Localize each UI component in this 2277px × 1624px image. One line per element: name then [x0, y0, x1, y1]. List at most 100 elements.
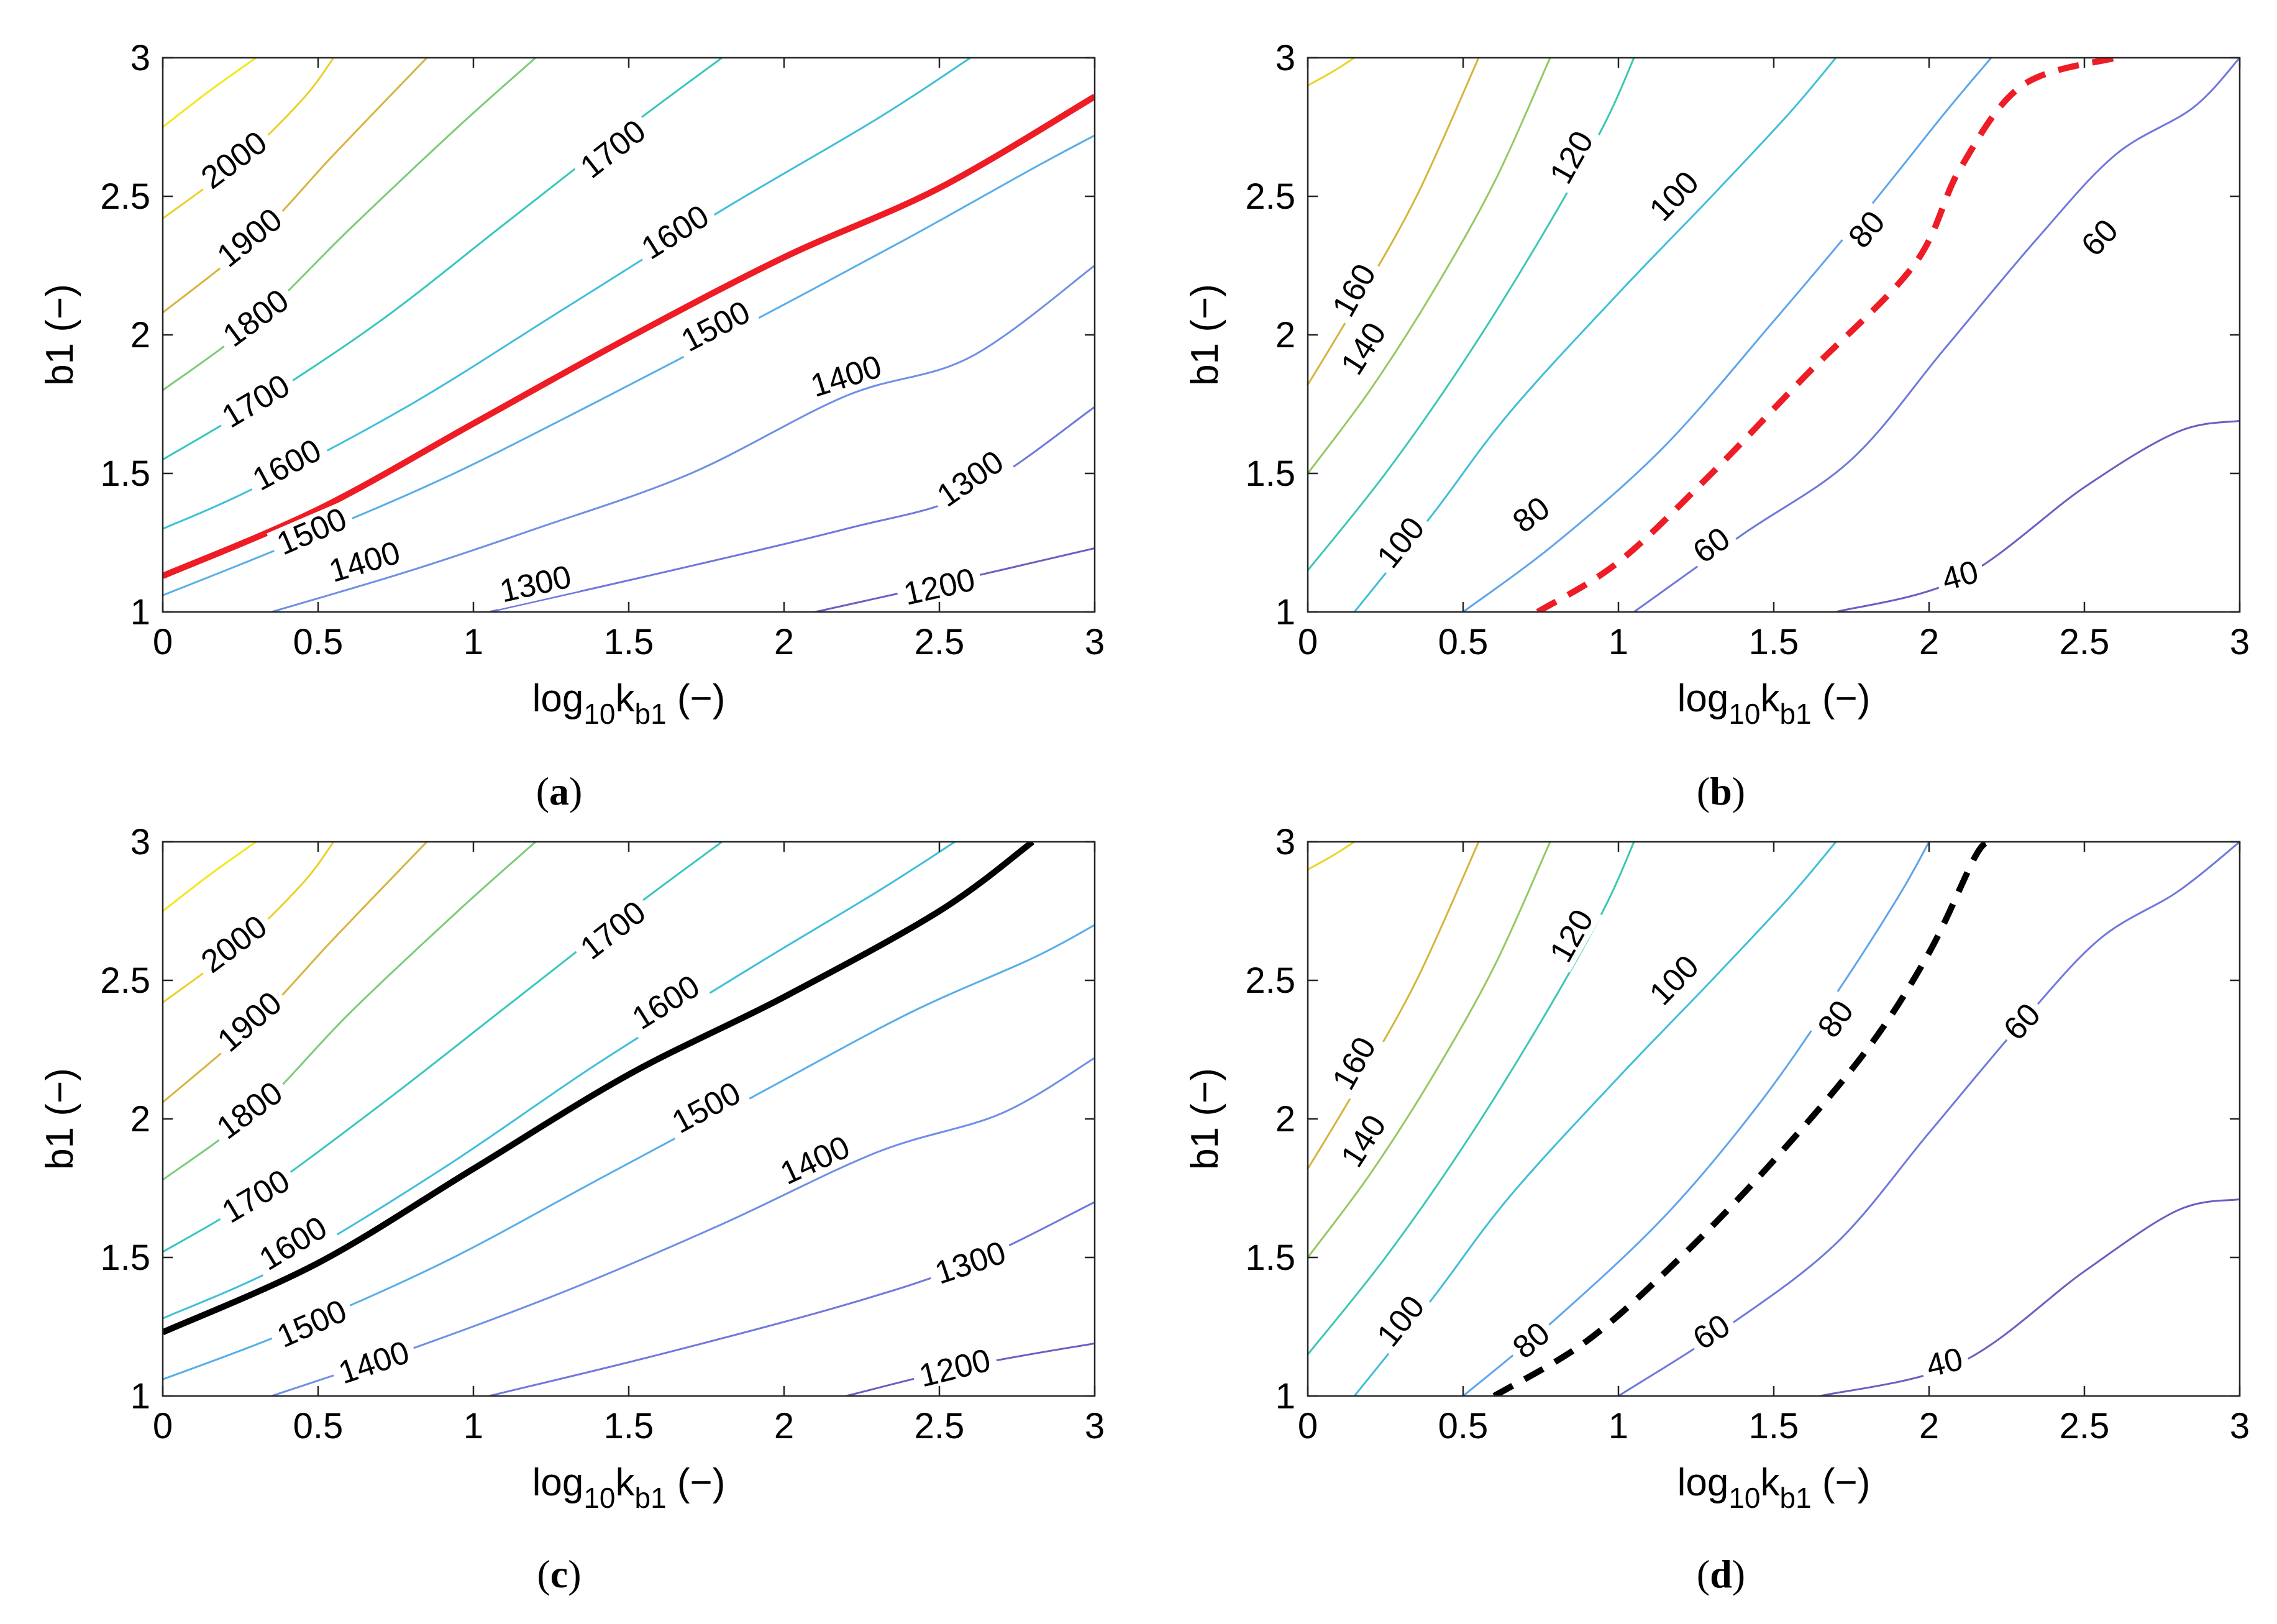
x-tick-label: 0.5 — [293, 622, 344, 662]
y-tick-label: 2.5 — [100, 176, 150, 217]
x-tick-label: 2.5 — [2060, 1406, 2110, 1446]
x-axis-label-unit: (−) — [667, 677, 726, 720]
contour-line-160 — [1308, 58, 1480, 386]
contour-label-bg — [319, 534, 410, 590]
contour-label-group: 40 — [1933, 554, 1987, 598]
contour-label-bg — [1994, 993, 2050, 1051]
y-tick-label: 2.5 — [1245, 176, 1295, 217]
x-tick-label: 0 — [1298, 1406, 1318, 1446]
contour-label-bg — [1367, 506, 1435, 579]
contour-label-bg — [1640, 945, 1709, 1016]
panel-caption: (b) — [1697, 769, 1745, 813]
contour-label-bg — [1809, 990, 1863, 1048]
y-tick-label: 3 — [1275, 38, 1295, 78]
contour-label-bg — [329, 1334, 419, 1392]
plot-area — [1308, 842, 2240, 1396]
x-tick-label: 2 — [774, 1406, 794, 1446]
contour-label-bg — [1502, 488, 1561, 542]
contour-lines — [1308, 842, 2240, 1396]
x-tick-label: 0.5 — [1438, 622, 1489, 662]
y-tick-label: 1 — [130, 592, 150, 632]
contour-label-bg — [1640, 161, 1709, 232]
contour-label-bg — [1839, 201, 1895, 258]
caption-letter: d — [1710, 1552, 1732, 1596]
x-axis-label-base: log — [532, 677, 584, 720]
x-axis-label-sub2: b1 — [1780, 698, 1812, 730]
contour-label-bg — [910, 1342, 1000, 1394]
contour-line-100 — [1353, 842, 1837, 1396]
contour-label-group: 100 — [1367, 506, 1435, 579]
x-tick-label: 0 — [153, 1406, 173, 1446]
contour-line-1900 — [163, 842, 428, 1103]
caption-close: ) — [569, 769, 582, 813]
contour-line-120 — [1308, 842, 1635, 1356]
contour-label-bg — [267, 500, 357, 563]
x-axis-label-mid: k — [616, 677, 636, 720]
x-axis-label-base: log — [1677, 677, 1729, 720]
x-tick-label: 2.5 — [915, 1406, 965, 1446]
contour-label-bg — [207, 982, 293, 1062]
y-tick-label: 2 — [1275, 1099, 1295, 1139]
contour-line-40 — [1820, 1198, 2240, 1396]
contour-line-180 — [1308, 842, 1355, 870]
x-tick-label: 2.5 — [915, 622, 965, 662]
y-axis-label: b1 (−) — [39, 1068, 81, 1170]
caption-letter: b — [1710, 769, 1732, 813]
y-tick-label: 1.5 — [1245, 1238, 1295, 1278]
contour-label-bg — [661, 1074, 752, 1143]
y-tick-label: 2 — [1275, 315, 1295, 355]
x-axis-label-sub2: b1 — [635, 1482, 667, 1514]
caption-letter: c — [550, 1552, 568, 1596]
contour-label-bg — [621, 966, 711, 1039]
x-tick-label: 1 — [463, 622, 483, 662]
caption-open: ( — [536, 769, 549, 813]
contour-label-40: 40 — [1923, 1341, 1966, 1385]
contour-label-bg — [1503, 1313, 1560, 1369]
x-tick-label: 3 — [1085, 1406, 1105, 1446]
x-tick-label: 1.5 — [1749, 622, 1799, 662]
y-tick-label: 1.5 — [1245, 454, 1295, 494]
x-axis-label-unit: (−) — [667, 1461, 726, 1504]
contour-line-1900 — [163, 58, 428, 314]
y-tick-label: 1 — [1275, 592, 1295, 632]
x-tick-label: 1 — [1609, 622, 1628, 662]
contour-label-bg — [1682, 1306, 1741, 1359]
contour-line-2100 — [163, 58, 257, 128]
x-axis-label-sub1: 10 — [1728, 1482, 1760, 1514]
contour-label-bg — [490, 559, 581, 609]
contour-lines — [163, 58, 1095, 612]
x-axis-label-mid: k — [1761, 677, 1781, 720]
contour-label-bg — [670, 293, 761, 360]
contour-line-80 — [1462, 58, 1992, 612]
contour-line-80 — [1462, 842, 1930, 1396]
x-tick-label: 1.5 — [1749, 1406, 1799, 1446]
caption-letter: a — [549, 769, 569, 813]
y-tick-label: 1 — [1275, 1376, 1295, 1416]
contour-line-1400 — [271, 265, 1095, 612]
chart-panel-a: 1200130013001400140015001500160016001700… — [39, 38, 1105, 813]
contour-line-40 — [1835, 419, 2240, 612]
x-axis-label: log10kb1 (−) — [532, 677, 726, 730]
contour-line-100 — [1353, 58, 1837, 612]
x-axis-label-sub1: 10 — [583, 698, 615, 730]
y-tick-label: 1.5 — [100, 454, 150, 494]
contour-label-bg — [1682, 518, 1741, 573]
y-tick-label: 2.5 — [1245, 960, 1295, 1001]
contour-label-bg — [242, 431, 332, 500]
contour-label-bg — [2072, 209, 2128, 267]
highlight-line — [1492, 842, 1994, 1396]
panel-caption: (c) — [537, 1552, 581, 1596]
x-axis-label-sub2: b1 — [1780, 1482, 1812, 1514]
contour-label-bg — [631, 196, 720, 269]
plot-area — [1308, 58, 2240, 612]
contour-line-60 — [1633, 58, 2240, 612]
panel-caption: (a) — [536, 769, 583, 813]
contour-label-bg — [570, 892, 657, 970]
contour-label-bg — [212, 280, 300, 357]
contour-line-60 — [1618, 842, 2240, 1396]
x-axis-label: log10kb1 (−) — [532, 1461, 726, 1514]
contour-line-160 — [1308, 842, 1480, 1170]
contour-label-bg — [1541, 899, 1602, 973]
caption-open: ( — [1697, 1552, 1710, 1596]
